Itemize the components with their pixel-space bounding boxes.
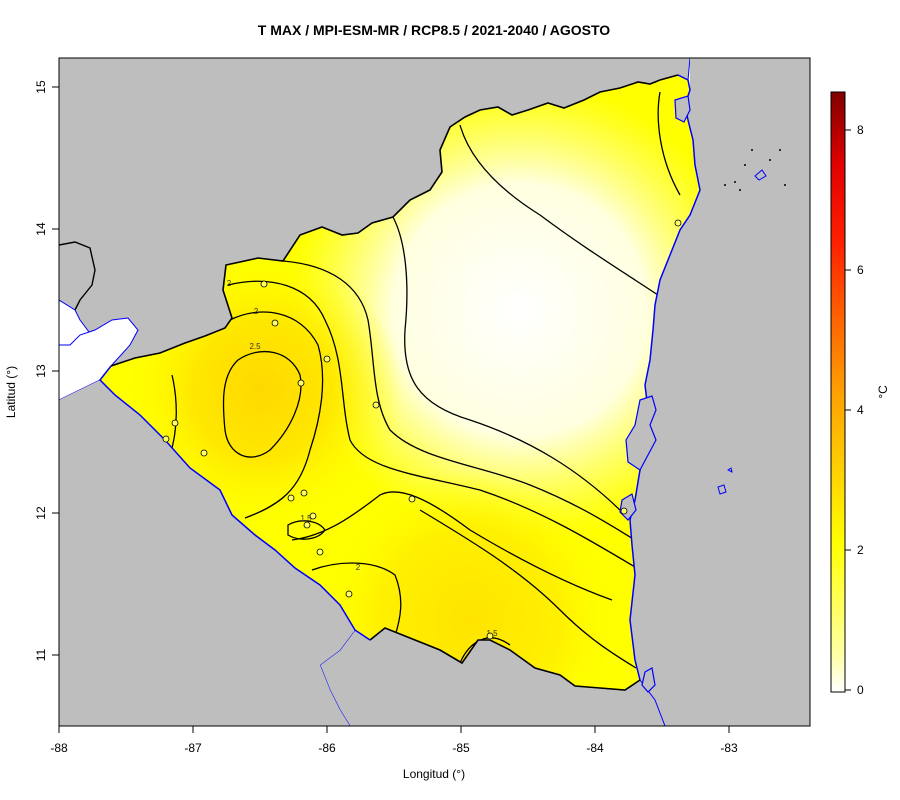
contour-1-5-north: [227, 280, 641, 571]
perlas-lagoon: [674, 95, 691, 123]
nicaragua-pacific-coast: [98, 365, 371, 641]
y-tick-label: 12: [34, 506, 48, 520]
x-tick-label: -87: [184, 741, 202, 755]
nicaragua-south-border: [369, 627, 641, 691]
station-point: [309, 512, 317, 520]
contour-2-west: [229, 311, 324, 519]
honduras-border-west: [59, 241, 96, 311]
station-point: [345, 590, 353, 598]
lake-nicaragua-coast-lagoon: [625, 395, 657, 471]
station-point: [316, 548, 324, 556]
plot-area: 2.5 2 2 1.5 2 1.5: [59, 58, 810, 726]
contour-1-east: [392, 216, 626, 516]
x-tick-label: -88: [50, 741, 68, 755]
colorbar-tick-label: 8: [857, 123, 864, 137]
pacific-ocean-mask: [59, 380, 355, 726]
x-axis-label: Longitud (°): [403, 767, 465, 781]
y-tick-label: 13: [34, 364, 48, 378]
station-point: [303, 521, 311, 529]
station-point: [620, 507, 628, 515]
y-tick-label: 14: [34, 222, 48, 236]
contour-label: 2: [254, 307, 259, 316]
station-point: [300, 489, 308, 497]
station-point: [287, 494, 295, 502]
station-point: [297, 379, 305, 387]
station-point: [372, 401, 380, 409]
x-tick-label: -84: [586, 741, 604, 755]
nicaragua-north-border: [110, 74, 679, 367]
caribbean-sea-mask: [630, 58, 810, 726]
y-axis-label: Latitud (°): [4, 366, 18, 418]
contour-1-far-ne: [657, 91, 681, 196]
x-tick-label: -85: [452, 741, 470, 755]
x-axis: [58, 725, 730, 733]
corn-islands: [717, 467, 733, 495]
contour-2-se: [419, 509, 637, 669]
station-point: [271, 319, 279, 327]
colorbar: 0 2 4 6 8 °C: [830, 91, 890, 697]
y-axis: [52, 86, 60, 656]
contour-1-n2: [282, 260, 636, 541]
x-tick-label: -83: [720, 741, 738, 755]
chart-title: T MAX / MPI-ESM-MR / RCP8.5 / 2021-2040 …: [258, 22, 611, 38]
contour-lines: [169, 91, 681, 669]
station-point: [171, 419, 179, 427]
colorbar-tick-label: 4: [857, 403, 864, 417]
contour-label: 1.5: [300, 514, 312, 523]
contour-1-ne: [459, 124, 659, 296]
station-point: [674, 219, 682, 227]
station-point: [162, 435, 170, 443]
station-point: [486, 632, 494, 640]
stations: [162, 219, 682, 640]
contour-2-south: [291, 491, 613, 601]
contour-2-5-nw: [222, 350, 302, 458]
contour-2-sw-lens: [287, 520, 326, 540]
colorbar-ramp: [830, 91, 846, 693]
station-point: [408, 495, 416, 503]
san-juan-delta: [641, 667, 656, 693]
x-tick-label: -86: [318, 741, 336, 755]
y-tick-label: 11: [34, 648, 48, 661]
contour-label: 2.5: [249, 342, 261, 351]
nicaragua-caribbean-coast: [629, 74, 701, 681]
colorbar-tick-label: 0: [857, 683, 864, 697]
contour-label: 2: [227, 279, 232, 288]
station-point: [200, 449, 208, 457]
colorbar-unit: °C: [876, 385, 890, 399]
colorbar-tick-label: 6: [857, 263, 864, 277]
colorbar-tick-label: 2: [857, 543, 864, 557]
contour-2-south-inner: [311, 562, 402, 637]
contour-label: 2: [356, 563, 361, 572]
station-point: [323, 355, 331, 363]
y-tick-label: 15: [34, 80, 48, 94]
station-point: [260, 280, 268, 288]
cayo-island: [754, 169, 767, 181]
